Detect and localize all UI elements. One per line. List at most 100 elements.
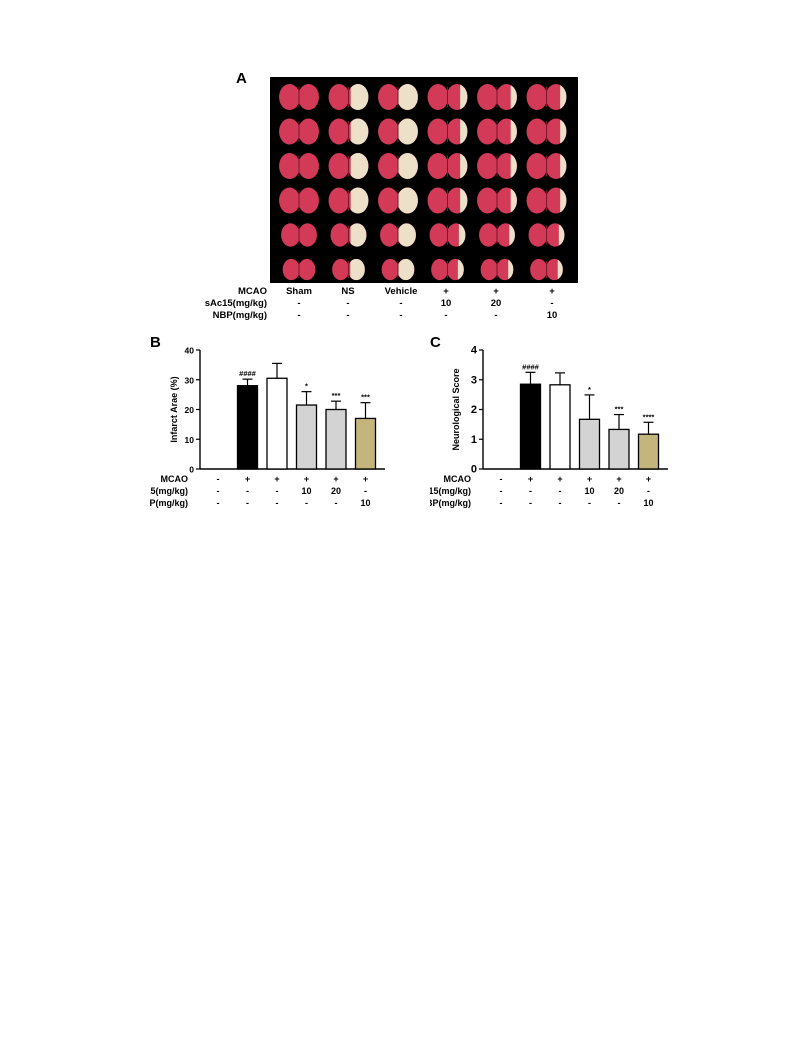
brain-slice-right-hemisphere [298, 223, 317, 247]
brain-slice [378, 153, 418, 179]
panel-a-table-cell: Sham [286, 286, 312, 297]
brain-slice-left-hemisphere [381, 258, 399, 281]
treatment-row-label: NBP(mg/kg) [430, 498, 471, 508]
treatment-cell: - [500, 498, 503, 508]
infarct-region [510, 118, 517, 145]
brain-slice [378, 187, 418, 214]
brain-slice [330, 223, 367, 247]
brain-slice-left-hemisphere [380, 223, 399, 247]
panel-a-table-cell: - [346, 310, 350, 321]
panel-a-table-cell: + [443, 286, 449, 297]
brain-slice [477, 118, 517, 145]
infarct-region [458, 223, 466, 247]
infarct-region [398, 153, 418, 179]
bar [325, 408, 347, 470]
panel-a-table-cell: - [346, 298, 350, 309]
brain-slice-right-hemisphere [298, 84, 319, 110]
brain-slice-left-hemisphere [328, 118, 350, 145]
infarct-region [398, 84, 418, 110]
panel-b-letter: B [150, 334, 161, 351]
y-tick-label: 30 [185, 375, 195, 385]
treatment-cell: - [217, 498, 220, 508]
treatment-cell: + [557, 474, 562, 484]
brain-slice-left-hemisphere [330, 223, 350, 247]
treatment-cell: - [618, 498, 621, 508]
panel-a-row-label: MCAO [237, 286, 267, 297]
brain-slice [378, 118, 418, 145]
treatment-cell: - [276, 498, 279, 508]
panel-a-table-cell: 20 [490, 298, 502, 309]
y-tick-label: 4 [471, 345, 478, 357]
infarct-region [398, 223, 416, 247]
infarct-region [558, 223, 565, 247]
brain-slice-left-hemisphere [528, 223, 548, 247]
brain-slice [279, 84, 319, 110]
brain-slice [431, 258, 464, 281]
infarct-region [460, 118, 468, 145]
treatment-cell: - [217, 486, 220, 496]
y-tick-label: 3 [471, 374, 477, 386]
treatment-cell: - [559, 486, 562, 496]
infarct-region [460, 153, 468, 179]
treatment-cell: 10 [301, 486, 311, 496]
brain-slice [380, 223, 416, 247]
panel-a-table-cell: + [549, 286, 555, 297]
treatment-cell: - [500, 486, 503, 496]
infarct-region [557, 258, 563, 281]
brain-slice-left-hemisphere [427, 118, 449, 145]
brain-slice-left-hemisphere [279, 84, 300, 110]
bar [519, 383, 542, 470]
brain-slice-left-hemisphere [477, 118, 498, 145]
panel-a-table-cell: - [399, 298, 403, 309]
brain-slice [526, 153, 567, 179]
brain-slice-left-hemisphere [427, 153, 449, 179]
infarct-region [398, 258, 415, 281]
y-tick-label: 2 [471, 404, 477, 416]
brain-slice [332, 258, 365, 281]
treatment-cell: + [274, 474, 279, 484]
infarct-region [560, 84, 567, 110]
y-tick-label: 0 [471, 464, 477, 476]
brain-slice-left-hemisphere [526, 153, 548, 179]
brain-slice-left-hemisphere [526, 187, 548, 214]
treatment-cell: - [335, 498, 338, 508]
panel-a-table-cell: - [399, 310, 403, 321]
infarct-region [560, 118, 567, 145]
brain-slice [429, 223, 466, 247]
bar [354, 417, 377, 470]
infarct-area-bar-chart: 0 10 20 30 40 Infarct Arae (%) - - - #### + - - + - - * +… [150, 346, 385, 508]
treatment-cell: + [646, 474, 651, 484]
infarct-region [560, 153, 567, 179]
significance-label: #### [239, 369, 257, 378]
treatment-cell: 20 [331, 486, 341, 496]
significance-label: *** [615, 405, 624, 414]
treatment-row-label: MCAO [161, 474, 189, 484]
treatment-cell: + [333, 474, 338, 484]
y-tick-label: 40 [185, 346, 195, 356]
brain-slice [381, 258, 415, 281]
brain-slice [526, 118, 567, 145]
significance-label: * [305, 382, 308, 391]
brain-slice-left-hemisphere [332, 258, 350, 281]
neurological-score-bar-chart: 0 1 2 3 4 Neurological Score - - - #### + - - + - - * +10… [430, 345, 668, 508]
infarct-region [560, 187, 567, 214]
brain-slice-left-hemisphere [378, 187, 399, 214]
brain-slice-left-hemisphere [526, 118, 548, 145]
brain-slice-left-hemisphere [479, 223, 498, 247]
treatment-cell: - [588, 498, 591, 508]
panel-a-table-cell: - [494, 310, 498, 321]
panel-a-table-cell: - [297, 310, 301, 321]
treatment-cell: + [587, 474, 592, 484]
treatment-cell: + [528, 474, 533, 484]
treatment-cell: + [304, 474, 309, 484]
panel-a-table-cell: + [493, 286, 499, 297]
brain-slice-left-hemisphere [378, 118, 399, 145]
brain-slice [530, 258, 563, 281]
treatment-cell: + [245, 474, 250, 484]
treatment-cell: - [364, 486, 367, 496]
y-axis-label: Neurological Score [451, 368, 461, 450]
brain-slice [282, 258, 316, 281]
infarct-region [350, 223, 367, 247]
bar [549, 384, 571, 470]
bar [266, 377, 288, 470]
